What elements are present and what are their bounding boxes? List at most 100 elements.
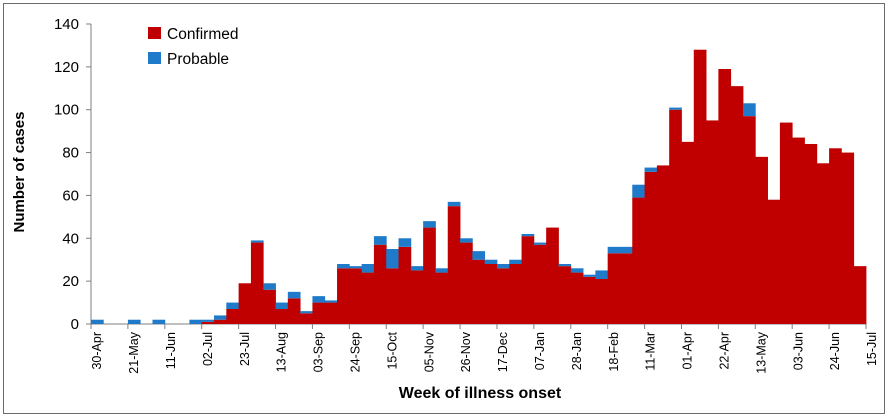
bar-probable bbox=[214, 315, 227, 320]
y-tick-label: 0 bbox=[71, 316, 79, 333]
bar-confirmed bbox=[324, 302, 338, 324]
bar-confirmed bbox=[583, 276, 596, 324]
bar-confirmed bbox=[337, 268, 350, 324]
bar-confirmed bbox=[755, 156, 768, 324]
bar-confirmed bbox=[496, 268, 510, 324]
y-tick-label: 80 bbox=[62, 145, 79, 162]
bar-probable bbox=[410, 266, 424, 271]
bar-confirmed bbox=[509, 264, 522, 324]
bar-confirmed bbox=[730, 86, 744, 325]
legend-swatch-probable bbox=[148, 52, 161, 64]
bar-probable bbox=[300, 311, 313, 314]
y-tick-label: 140 bbox=[54, 16, 79, 33]
x-tick-label: 30-Apr bbox=[90, 332, 104, 370]
bar-confirmed bbox=[546, 227, 559, 324]
bar-confirmed bbox=[792, 137, 805, 324]
bar-probable bbox=[619, 246, 633, 254]
bar-probable bbox=[226, 302, 240, 309]
bar-probable bbox=[349, 266, 363, 269]
x-tick-label: 23-Jul bbox=[238, 332, 252, 366]
x-tick-label: 15-Jul bbox=[865, 332, 879, 366]
bar-confirmed bbox=[472, 259, 486, 324]
bar-confirmed bbox=[533, 244, 547, 324]
bar-confirmed bbox=[312, 302, 326, 324]
x-tick-label: 22-Apr bbox=[718, 332, 732, 370]
bar-confirmed bbox=[250, 242, 264, 324]
bar-confirmed bbox=[767, 199, 781, 324]
bar-confirmed bbox=[410, 270, 424, 324]
x-tick-label: 21-May bbox=[127, 331, 141, 373]
x-tick-label: 28-Jan bbox=[570, 332, 584, 370]
bar-confirmed bbox=[521, 236, 535, 324]
bar-confirmed bbox=[816, 163, 830, 324]
bar-probable bbox=[460, 238, 473, 243]
bar-confirmed bbox=[570, 272, 584, 324]
bar-probable bbox=[595, 270, 609, 279]
x-tick-label: 13-May bbox=[754, 331, 768, 373]
bar-probable bbox=[484, 259, 498, 264]
y-tick-label: 40 bbox=[62, 230, 79, 247]
bar-probable bbox=[201, 319, 215, 322]
bar-probable bbox=[423, 221, 436, 228]
bars-layer bbox=[91, 49, 867, 325]
bar-probable bbox=[669, 107, 682, 110]
bar-probable bbox=[521, 234, 535, 237]
bar-probable bbox=[373, 236, 387, 245]
x-tick-label: 26-Nov bbox=[459, 331, 473, 372]
x-tick-label: 24-Sep bbox=[348, 332, 362, 372]
bar-probable bbox=[275, 302, 289, 309]
bar-confirmed bbox=[423, 227, 436, 324]
bar-probable bbox=[583, 274, 596, 277]
y-tick-label: 100 bbox=[54, 102, 79, 119]
labels-layer: 0 20 40 60 80 100 120 140 30-Apr 21-May 11-Jun 02-J… bbox=[54, 16, 879, 374]
bar-probable bbox=[472, 251, 486, 260]
bar-confirmed bbox=[435, 272, 449, 324]
bar-confirmed bbox=[386, 268, 399, 324]
bar-probable bbox=[398, 238, 412, 247]
x-tick-label: 11-Jun bbox=[164, 332, 178, 369]
bar-confirmed bbox=[361, 272, 375, 324]
bar-confirmed bbox=[349, 268, 363, 324]
bar-probable bbox=[607, 246, 621, 254]
bar-probable bbox=[632, 184, 645, 198]
legend-label-confirmed: Confirmed bbox=[167, 26, 239, 43]
bar-probable bbox=[189, 319, 203, 324]
bar-confirmed bbox=[287, 298, 301, 324]
bar-probable bbox=[496, 264, 510, 269]
bar-confirmed bbox=[853, 266, 867, 324]
bar-probable bbox=[742, 103, 756, 117]
y-tick-label: 20 bbox=[62, 273, 79, 290]
bar-confirmed bbox=[558, 266, 572, 324]
bar-confirmed bbox=[238, 283, 252, 324]
bar-confirmed bbox=[300, 313, 313, 324]
bar-probable bbox=[287, 291, 301, 299]
chart-frame bbox=[3, 3, 885, 414]
bar-confirmed bbox=[214, 319, 227, 324]
bar-probable bbox=[447, 201, 461, 207]
x-tick-label: 13-Aug bbox=[275, 332, 289, 372]
bar-probable bbox=[127, 319, 141, 324]
bar-confirmed bbox=[693, 49, 707, 324]
y-tick-label: 60 bbox=[62, 187, 79, 204]
legend-label-probable: Probable bbox=[167, 51, 229, 68]
bar-confirmed bbox=[398, 246, 412, 324]
y-axis-title: Number of cases bbox=[11, 112, 28, 233]
legend-swatch-confirmed bbox=[148, 27, 161, 39]
bar-probable bbox=[533, 242, 547, 245]
x-tick-label: 03-Sep bbox=[312, 332, 326, 372]
bar-confirmed bbox=[718, 69, 732, 324]
x-tick-label: 02-Jul bbox=[201, 332, 215, 366]
x-axis-title: Week of illness onset bbox=[399, 385, 562, 402]
x-tick-label: 11-Mar bbox=[644, 332, 658, 371]
x-tick-label: 18-Feb bbox=[607, 332, 621, 372]
y-tick-label: 120 bbox=[54, 59, 79, 76]
bar-confirmed bbox=[804, 144, 818, 324]
bar-probable bbox=[644, 167, 658, 172]
bar-confirmed bbox=[656, 165, 670, 324]
bar-confirmed bbox=[841, 152, 855, 324]
bar-probable bbox=[386, 249, 399, 269]
bar-probable bbox=[558, 264, 572, 267]
bar-probable bbox=[152, 319, 166, 324]
bar-confirmed bbox=[607, 253, 621, 324]
